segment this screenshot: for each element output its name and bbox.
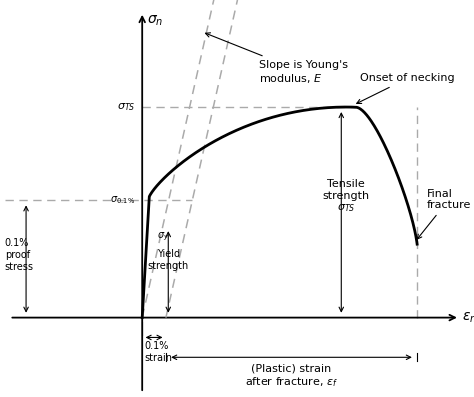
Text: Onset of necking: Onset of necking (357, 73, 455, 104)
Text: $\sigma_n$: $\sigma_n$ (147, 14, 163, 28)
Text: $\varepsilon_n$: $\varepsilon_n$ (462, 310, 474, 325)
Text: Slope is Young's
modulus, $E$: Slope is Young's modulus, $E$ (206, 33, 348, 85)
Text: Yield
strength: Yield strength (147, 249, 189, 271)
Text: $\sigma_{TS}$: $\sigma_{TS}$ (117, 101, 135, 113)
Text: $\sigma_y$: $\sigma_y$ (157, 230, 170, 243)
Text: (Plastic) strain
after fracture, $\varepsilon_f$: (Plastic) strain after fracture, $\varep… (245, 363, 338, 389)
Text: $\sigma_{0.1\%}$: $\sigma_{0.1\%}$ (110, 195, 135, 206)
Text: 0.1%
proof
stress: 0.1% proof stress (5, 239, 34, 272)
Text: 0.1%
strain: 0.1% strain (145, 341, 173, 363)
Text: Tensile
strength
$\sigma_{TS}$: Tensile strength $\sigma_{TS}$ (322, 179, 370, 214)
Text: Final
fracture: Final fracture (417, 189, 471, 239)
